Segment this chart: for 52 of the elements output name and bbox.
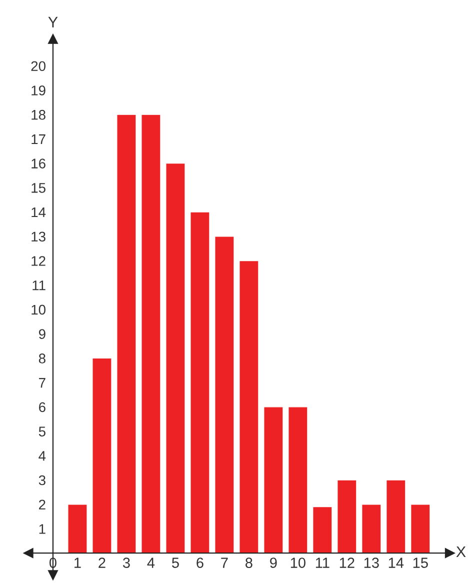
x-tick-label: 12 (340, 558, 354, 568)
y-tick-label: 15 (32, 183, 46, 193)
x-tick-label: 14 (388, 558, 404, 568)
x-tick-label: 7 (221, 558, 228, 568)
y-tick-label: 10 (32, 304, 46, 315)
bar (386, 480, 406, 554)
x-tick-label: 10 (290, 558, 306, 568)
x-tick-label: 8 (246, 558, 252, 568)
x-tick-label: 11 (316, 558, 330, 568)
y-tick-label: 11 (32, 280, 46, 290)
y-tick-label: 16 (32, 158, 46, 168)
y-tick-label: 8 (38, 354, 46, 364)
x-tick-label: 3 (122, 558, 130, 568)
bar (92, 358, 112, 554)
y-tick-label: 18 (32, 110, 46, 120)
bar (362, 504, 382, 554)
y-axis-title: Y (48, 16, 58, 28)
y-tick-label: 17 (32, 134, 46, 144)
x-tick-label: 4 (147, 558, 155, 568)
bar (166, 162, 186, 554)
y-tick-label: 12 (32, 256, 46, 266)
x-tick-label: 1 (74, 558, 81, 568)
y-tick-label: 1 (39, 524, 46, 534)
bar (68, 504, 88, 554)
y-tick-label: 6 (39, 402, 46, 412)
bar (141, 114, 161, 554)
x-tick-label: 15 (413, 558, 428, 568)
y-tick-label: 19 (32, 86, 46, 96)
y-tick-label: 5 (38, 426, 46, 436)
y-tick-label: 3 (38, 475, 46, 486)
y-tick-label: 4 (38, 451, 46, 461)
bar (312, 506, 332, 554)
y-tick-label: 7 (39, 378, 46, 388)
bar (337, 480, 357, 554)
y-tick-label: 9 (38, 329, 46, 340)
x-tick-label: 13 (364, 558, 379, 568)
x-tick-label: 2 (98, 558, 106, 568)
x-axis-title: X (456, 546, 466, 558)
x-tick-label: 9 (270, 558, 277, 568)
y-tick-label: 13 (32, 232, 46, 242)
x-tick-label: 6 (196, 558, 204, 568)
bar (239, 260, 259, 554)
bar (214, 236, 234, 554)
bar (116, 114, 136, 554)
bar (190, 212, 210, 554)
y-tick-label: 14 (32, 208, 46, 218)
bar (410, 504, 430, 554)
bar (288, 406, 308, 554)
bar (264, 406, 284, 554)
x-tick-label: 5 (172, 558, 179, 568)
y-tick-label: 20 (31, 61, 46, 72)
y-tick-label: 2 (39, 500, 46, 510)
